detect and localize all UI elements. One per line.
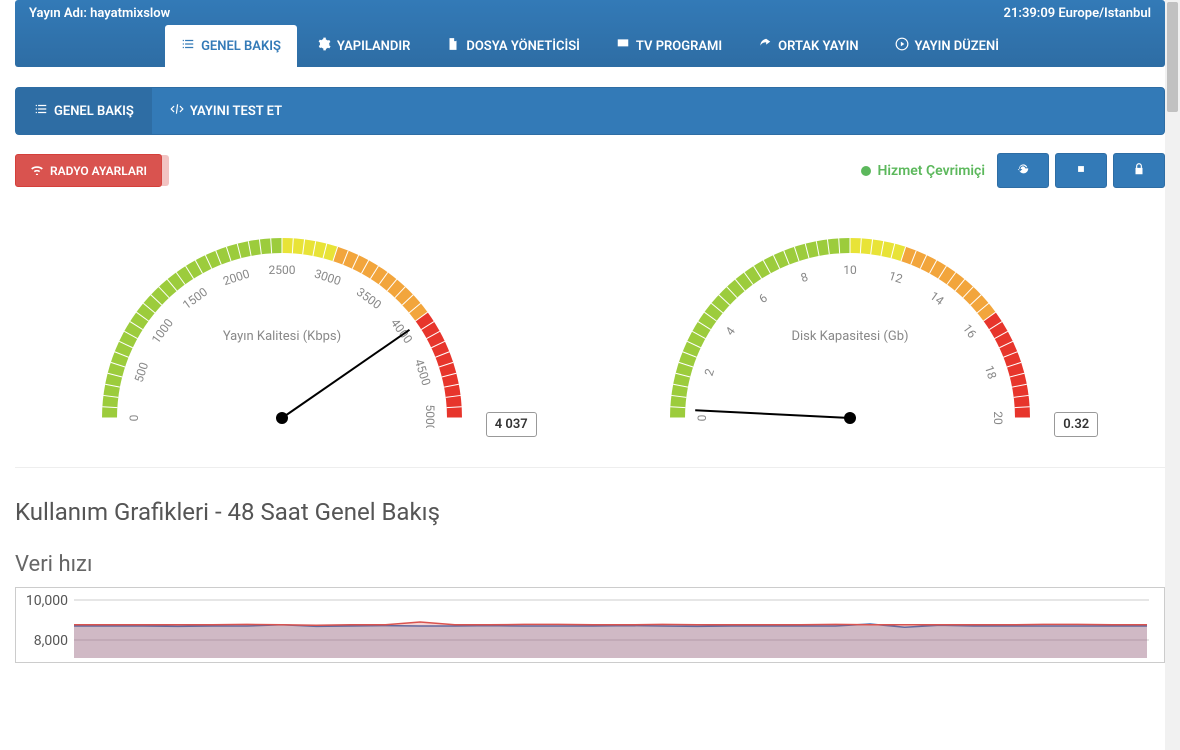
subtab-genel-bakiş[interactable]: GENEL BAKIŞ	[16, 88, 152, 134]
desktop-icon	[616, 37, 630, 55]
svg-text:14: 14	[928, 289, 947, 308]
gauge-disk: 0 2 4 6 8 10 12 14 16 18 20 Disk Kapasitesi (Gb) 0.…	[650, 218, 1098, 437]
subtab-label: GENEL BAKIŞ	[54, 104, 134, 119]
svg-text:2: 2	[702, 367, 717, 378]
topbar: Yayın Adı: hayatmixslow 21:39:09 Europe/…	[15, 0, 1165, 67]
svg-text:Disk Kapasitesi (Gb): Disk Kapasitesi (Gb)	[792, 329, 909, 344]
svg-text:4500: 4500	[412, 357, 434, 387]
svg-text:20: 20	[991, 411, 1005, 425]
nav-item-yayin-düzeni̇[interactable]: YAYIN DÜZENİ	[879, 25, 1015, 67]
svg-text:1000: 1000	[149, 316, 176, 346]
file-icon	[446, 37, 460, 55]
lock-button[interactable]	[1113, 153, 1165, 188]
data-rate-chart: 10,000 8,000	[15, 587, 1165, 663]
nav-item-label: GENEL BAKIŞ	[201, 39, 281, 54]
gauge-quality: 0500100015002000250030003500400045005000…	[82, 218, 537, 437]
svg-text:5000: 5000	[423, 405, 437, 428]
scrollbar-thumb[interactable]	[1167, 2, 1178, 112]
svg-text:3000: 3000	[312, 267, 342, 289]
subtab-yayini-test-et[interactable]: YAYINI TEST ET	[152, 88, 300, 134]
scrollbar-track[interactable]	[1165, 0, 1180, 750]
lock-icon	[1132, 162, 1146, 179]
topbar-nav: GENEL BAKIŞ YAPILANDIR DOSYA YÖNETİCİSİ TV …	[29, 25, 1151, 67]
nav-item-dosya-yöneti̇ci̇si̇[interactable]: DOSYA YÖNETİCİSİ	[430, 25, 596, 67]
nav-item-label: YAYIN DÜZENİ	[915, 39, 999, 54]
subtabs: GENEL BAKIŞ YAYINI TEST ET	[15, 87, 1165, 135]
svg-text:10,000: 10,000	[26, 593, 68, 609]
svg-text:8: 8	[799, 270, 810, 285]
svg-text:0: 0	[695, 414, 709, 421]
svg-text:10: 10	[844, 263, 858, 277]
content-area: RADYO AYARLARI Hizmet Çevrimiçi 05001000…	[0, 135, 1180, 663]
radio-settings-button[interactable]: RADYO AYARLARI	[15, 154, 162, 187]
broadcast-name: Yayın Adı: hayatmixslow	[29, 6, 170, 21]
svg-text:16: 16	[960, 322, 979, 341]
nav-item-label: ORTAK YAYIN	[778, 39, 858, 54]
status-dot-icon	[861, 166, 871, 176]
radio-settings-label: RADYO AYARLARI	[50, 164, 147, 178]
nav-item-genel-bakiş[interactable]: GENEL BAKIŞ	[165, 25, 297, 67]
wifi-icon	[30, 163, 44, 178]
svg-text:Yayın Kalitesi (Kbps): Yayın Kalitesi (Kbps)	[223, 329, 341, 344]
svg-text:2000: 2000	[221, 267, 251, 289]
svg-text:1500: 1500	[180, 285, 210, 312]
svg-text:2500: 2500	[268, 263, 295, 277]
gauge-disk-value: 0.32	[1054, 412, 1098, 437]
usage-section-title: Kullanım Grafikleri - 48 Saat Genel Bakı…	[15, 498, 1165, 526]
svg-text:12: 12	[887, 269, 904, 287]
subtab-label: YAYINI TEST ET	[190, 104, 282, 119]
stop-icon	[1074, 162, 1088, 179]
svg-text:3500: 3500	[354, 285, 384, 312]
nav-item-yapilandir[interactable]: YAPILANDIR	[301, 25, 426, 67]
list-icon	[181, 37, 195, 55]
nav-item-label: DOSYA YÖNETİCİSİ	[466, 39, 580, 54]
clock-label: 21:39:09 Europe/Istanbul	[1004, 6, 1151, 21]
svg-text:0: 0	[127, 414, 141, 421]
play-circle-icon	[895, 37, 909, 55]
svg-text:8,000: 8,000	[34, 633, 68, 649]
code-icon	[170, 102, 184, 120]
nav-item-label: YAPILANDIR	[337, 39, 410, 54]
cogs-icon	[317, 37, 331, 55]
data-rate-title: Veri hızı	[15, 552, 1165, 577]
service-status-label: Hizmet Çevrimiçi	[877, 163, 985, 179]
share-icon	[758, 37, 772, 55]
svg-text:18: 18	[982, 364, 1000, 381]
nav-item-ortak-yayin[interactable]: ORTAK YAYIN	[742, 25, 874, 67]
list-icon	[34, 102, 48, 120]
refresh-icon	[1016, 162, 1030, 179]
gauges-row: 0500100015002000250030003500400045005000…	[15, 218, 1165, 468]
gauge-quality-value: 4 037	[486, 412, 537, 437]
nav-item-tv-programi[interactable]: TV PROGRAMI	[600, 25, 738, 67]
nav-item-label: TV PROGRAMI	[636, 39, 722, 54]
service-status: Hizmet Çevrimiçi	[861, 163, 985, 179]
status-right: Hizmet Çevrimiçi	[861, 153, 1165, 188]
svg-text:6: 6	[757, 291, 771, 306]
refresh-button[interactable]	[997, 153, 1049, 188]
svg-text:500: 500	[131, 360, 151, 384]
svg-text:4: 4	[723, 324, 738, 338]
stop-button[interactable]	[1055, 153, 1107, 188]
